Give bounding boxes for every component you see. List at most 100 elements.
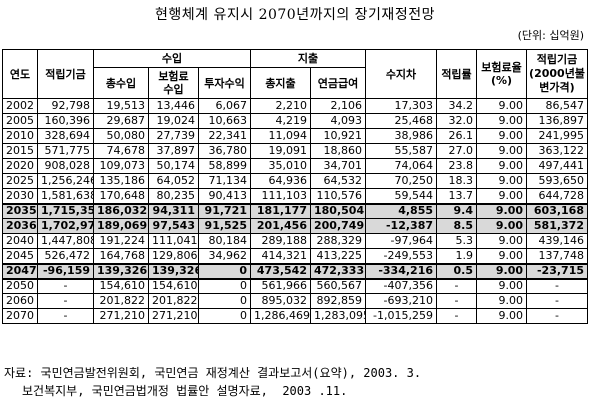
table-cell-exp: 895,032 bbox=[250, 293, 311, 309]
table-cell-prem: 27,739 bbox=[148, 128, 199, 144]
table-cell-ben: 892,859 bbox=[310, 293, 366, 309]
table-cell-fund: 1,702,972 bbox=[37, 218, 94, 234]
table-cell-year: 2040 bbox=[2, 233, 38, 249]
table-cell-bal: 4,855 bbox=[365, 202, 437, 219]
table-cell-year: 2035 bbox=[2, 202, 38, 219]
table-cell-ratio: - bbox=[436, 277, 477, 294]
table-cell-fund2000: 593,650 bbox=[526, 173, 588, 189]
table-cell-fund: 908,028 bbox=[37, 158, 94, 174]
table-cell-prem: 201,822 bbox=[148, 293, 199, 309]
table-cell-bal: -12,387 bbox=[365, 218, 437, 234]
table-cell-fund2000: -23,715 bbox=[526, 262, 588, 279]
table-cell-fund2000: 136,897 bbox=[526, 113, 588, 129]
table-row: 2050-154,610 154,610 0 561,966 560,567 -407,3… bbox=[2, 277, 588, 294]
table-row: 2020 908,028 109,073 50,174 58,899 35,010 34,7… bbox=[2, 158, 588, 174]
table-cell-bal: 38,986 bbox=[365, 128, 437, 144]
table-cell-ratio: 23.8 bbox=[436, 158, 477, 174]
table-row: 2010 328,694 50,080 27,739 22,341 11,094 10,92… bbox=[2, 128, 588, 144]
table-cell-ratio: - bbox=[436, 293, 477, 309]
table-cell-ben: 4,093 bbox=[310, 113, 366, 129]
table-cell-exp: 414,321 bbox=[250, 248, 311, 264]
source-note-line2: 보건복지부, 국민연금법개정 법률안 설명자료, 2003 .11. bbox=[22, 384, 348, 398]
table-cell-rev: 29,687 bbox=[93, 113, 149, 129]
table-cell-ratio: 9.4 bbox=[436, 202, 477, 219]
fiscal-projection-table: 연도 적립기금 수입 지출 수지차 적립률 보험료율 (%) 적립기금 (200… bbox=[2, 49, 588, 324]
table-cell-fund: 160,396 bbox=[37, 113, 94, 129]
table-cell-prem: 154,610 bbox=[148, 277, 199, 294]
source-note-line1: 자료: 국민연금발전위원회, 국민연금 재정계산 결과보고서(요약), 2003… bbox=[4, 366, 422, 380]
table-cell-rate: 9.00 bbox=[476, 248, 527, 264]
table-cell-fund: 1,581,638 bbox=[37, 188, 94, 204]
table-cell-fund2000: - bbox=[526, 308, 588, 324]
table-cell-rev: 109,073 bbox=[93, 158, 149, 174]
table-cell-fund2000: 363,122 bbox=[526, 143, 588, 159]
table-cell-inv: 10,663 bbox=[198, 113, 251, 129]
table-cell-rate: 9.00 bbox=[476, 98, 527, 114]
table-cell-year: 2015 bbox=[2, 143, 38, 159]
table-cell-inv: 71,134 bbox=[198, 173, 251, 189]
table-cell-exp: 19,091 bbox=[250, 143, 311, 159]
table-cell-fund2000: 439,146 bbox=[526, 233, 588, 249]
table-cell-fund2000: 603,168 bbox=[526, 202, 588, 219]
table-row: 2047 -96,159 139,326 139,326 0 473,542 472,333… bbox=[2, 262, 588, 279]
table-cell-ben: 200,749 bbox=[310, 218, 366, 234]
table-cell-rev: 271,210 bbox=[93, 308, 149, 324]
table-row: 2025 1,256,246 135,186 64,052 71,134 64,936 64… bbox=[2, 173, 588, 189]
table-row: 2060-201,822 201,822 0 895,032 892,859 -693,2… bbox=[2, 293, 588, 309]
table-cell-ratio: 34.2 bbox=[436, 98, 477, 114]
table-cell-fund: -96,159 bbox=[37, 262, 94, 279]
table-cell-rev: 170,648 bbox=[93, 188, 149, 204]
table-cell-rev: 135,186 bbox=[93, 173, 149, 189]
header-total-revenue: 총수입 bbox=[93, 67, 149, 99]
table-cell-fund2000: - bbox=[526, 277, 588, 294]
table-cell-bal: -1,015,259 bbox=[365, 308, 437, 324]
header-pension-benefit: 연금급여 bbox=[310, 67, 366, 99]
table-cell-fund: - bbox=[37, 293, 94, 309]
table-cell-fund: 1,715,359 bbox=[37, 202, 94, 219]
table-row: 2015 571,775 74,678 37,897 36,780 19,091 18,86… bbox=[2, 143, 588, 159]
table-cell-inv: 22,341 bbox=[198, 128, 251, 144]
table-cell-exp: 2,210 bbox=[250, 98, 311, 114]
table-cell-fund: 328,694 bbox=[37, 128, 94, 144]
table-cell-rate: 9.00 bbox=[476, 233, 527, 249]
table-cell-prem: 13,446 bbox=[148, 98, 199, 114]
header-revenue: 수입 bbox=[93, 49, 251, 68]
table-cell-rev: 19,513 bbox=[93, 98, 149, 114]
table-cell-fund2000: 137,748 bbox=[526, 248, 588, 264]
header-expenditure: 지출 bbox=[250, 49, 366, 68]
table-cell-inv: 34,962 bbox=[198, 248, 251, 264]
table-cell-exp: 473,542 bbox=[250, 262, 311, 279]
table-cell-rate: 9.00 bbox=[476, 308, 527, 324]
table-cell-inv: 80,184 bbox=[198, 233, 251, 249]
table-cell-fund2000: 644,728 bbox=[526, 188, 588, 204]
table-cell-year: 2060 bbox=[2, 293, 38, 309]
table-cell-prem: 129,806 bbox=[148, 248, 199, 264]
table-cell-ben: 472,333 bbox=[310, 262, 366, 279]
table-cell-bal: 17,303 bbox=[365, 98, 437, 114]
table-cell-exp: 561,966 bbox=[250, 277, 311, 294]
table-cell-prem: 19,024 bbox=[148, 113, 199, 129]
table-cell-prem: 37,897 bbox=[148, 143, 199, 159]
table-cell-rate: 9.00 bbox=[476, 277, 527, 294]
table-cell-bal: 59,544 bbox=[365, 188, 437, 204]
table-cell-rate: 9.00 bbox=[476, 202, 527, 219]
table-cell-prem: 271,210 bbox=[148, 308, 199, 324]
table-cell-fund: 92,798 bbox=[37, 98, 94, 114]
table-cell-bal: 74,064 bbox=[365, 158, 437, 174]
header-balance: 수지차 bbox=[365, 49, 437, 99]
table-cell-bal: -693,210 bbox=[365, 293, 437, 309]
table-cell-year: 2050 bbox=[2, 277, 38, 294]
table-cell-ben: 288,329 bbox=[310, 233, 366, 249]
table-cell-inv: 58,899 bbox=[198, 158, 251, 174]
table-cell-fund2000: 581,372 bbox=[526, 218, 588, 234]
table-cell-exp: 289,188 bbox=[250, 233, 311, 249]
table-row: 2070-271,210 271,210 0 1,286,469 1,283,095 -1… bbox=[2, 308, 588, 324]
table-row: 2030 1,581,638 170,648 80,235 90,413 111,103 1… bbox=[2, 188, 588, 204]
header-investment-return: 투자수익 bbox=[198, 67, 251, 99]
table-cell-exp: 64,936 bbox=[250, 173, 311, 189]
table-cell-rate: 9.00 bbox=[476, 188, 527, 204]
table-cell-ben: 64,532 bbox=[310, 173, 366, 189]
table-cell-fund2000: 241,995 bbox=[526, 128, 588, 144]
table-cell-exp: 201,456 bbox=[250, 218, 311, 234]
table-cell-fund2000: - bbox=[526, 293, 588, 309]
